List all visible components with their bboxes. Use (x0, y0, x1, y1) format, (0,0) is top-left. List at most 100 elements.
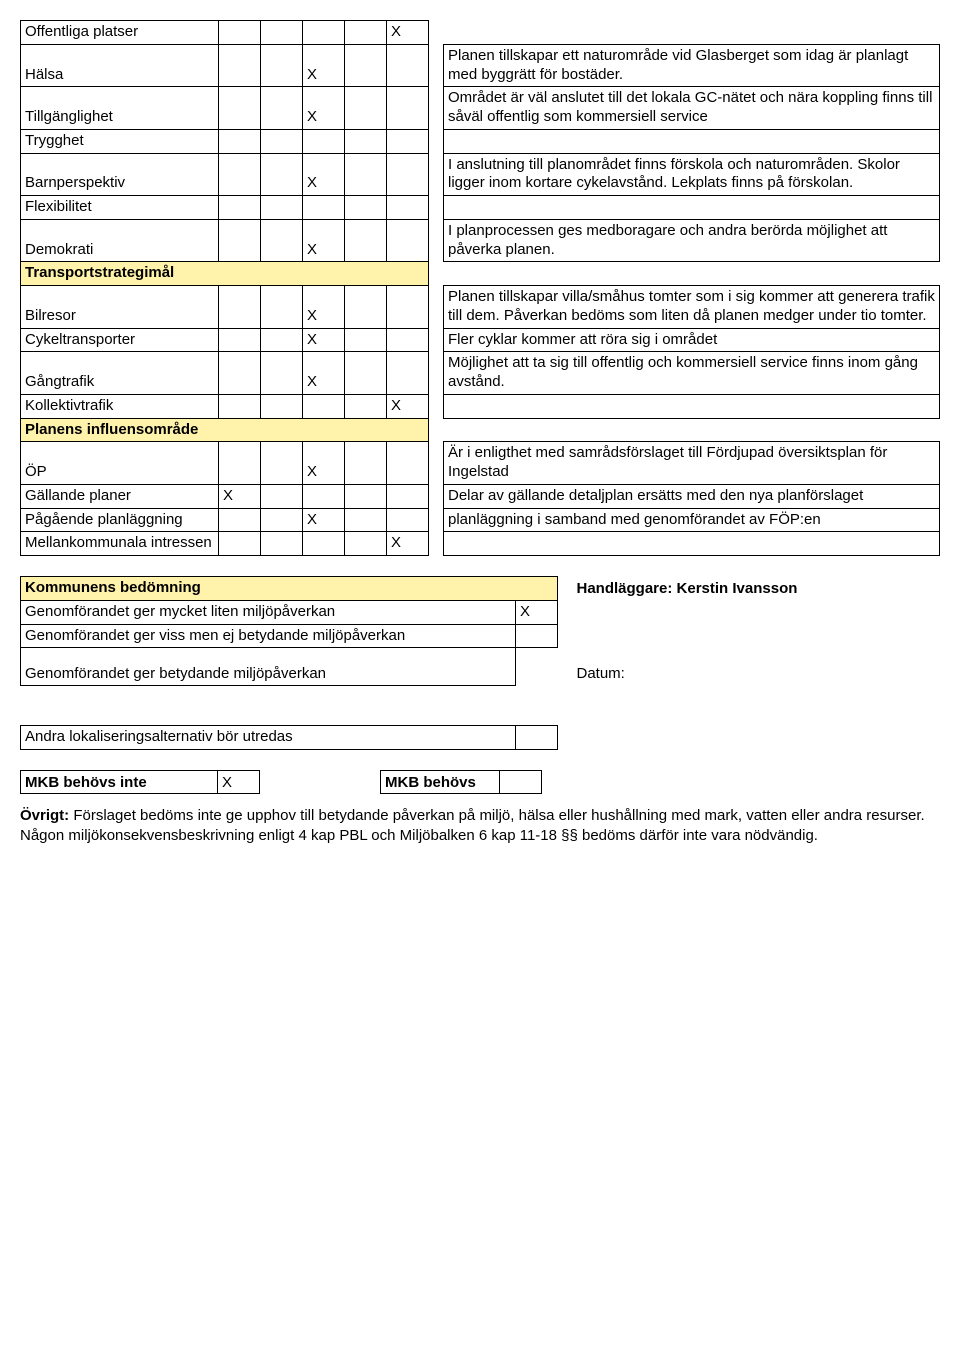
mkb-needed-label: MKB behövs (380, 770, 500, 794)
assessment-row-text: Genomförandet ger betydande miljöpåverka… (21, 648, 516, 686)
mark-cell: X (303, 442, 345, 485)
main-assessment-table: Offentliga platserXHälsaXPlanen tillskap… (20, 20, 940, 556)
mark-cell (219, 286, 261, 329)
mark-cell (345, 21, 387, 45)
mark-cell (387, 196, 429, 220)
mark-cell: X (387, 532, 429, 556)
mark-cell (303, 394, 345, 418)
mark-cell (387, 87, 429, 130)
mark-cell: X (303, 153, 345, 196)
date-label: Datum: (573, 648, 940, 686)
mark-cell (345, 196, 387, 220)
row-label: Gångtrafik (21, 352, 219, 395)
mkb-not-needed-mark: X (218, 770, 260, 794)
mark-cell (219, 196, 261, 220)
mark-cell (261, 44, 303, 87)
mark-cell: X (303, 286, 345, 329)
mark-cell (219, 21, 261, 45)
municipality-assessment-table: Kommunens bedömning Handläggare: Kerstin… (20, 576, 940, 750)
mark-cell (345, 442, 387, 485)
mark-cell (219, 44, 261, 87)
row-comment: planläggning i samband med genomförandet… (444, 508, 940, 532)
assessment-row-mark: X (516, 600, 558, 624)
mark-cell (345, 153, 387, 196)
mark-cell (261, 21, 303, 45)
section-header: Transportstrategimål (21, 262, 429, 286)
mark-cell (261, 394, 303, 418)
row-label: Pågående planläggning (21, 508, 219, 532)
row-comment (444, 394, 940, 418)
mark-cell (345, 352, 387, 395)
mark-cell (219, 219, 261, 262)
mark-cell (261, 328, 303, 352)
mark-cell (219, 532, 261, 556)
row-comment (444, 532, 940, 556)
mark-cell (303, 484, 345, 508)
mark-cell (219, 87, 261, 130)
mark-cell (345, 129, 387, 153)
mark-cell (345, 44, 387, 87)
section-header: Planens influensområde (21, 418, 429, 442)
row-comment (444, 196, 940, 220)
mark-cell: X (303, 44, 345, 87)
mark-cell (261, 129, 303, 153)
row-comment: Planen tillskapar ett naturområde vid Gl… (444, 44, 940, 87)
mark-cell (219, 442, 261, 485)
row-comment: Fler cyklar kommer att röra sig i område… (444, 328, 940, 352)
footer-paragraph: Övrigt: Förslaget bedöms inte ge upphov … (20, 806, 940, 845)
mark-cell (387, 508, 429, 532)
mark-cell (303, 129, 345, 153)
mark-cell (303, 21, 345, 45)
row-comment (444, 21, 940, 45)
mark-cell: X (387, 21, 429, 45)
mark-cell (261, 532, 303, 556)
mark-cell (261, 219, 303, 262)
row-label: ÖP (21, 442, 219, 485)
row-label: Offentliga platser (21, 21, 219, 45)
row-label: Gällande planer (21, 484, 219, 508)
mark-cell: X (303, 328, 345, 352)
row-comment: Planen tillskapar villa/småhus tomter so… (444, 286, 940, 329)
mark-cell (303, 532, 345, 556)
handler-label: Handläggare: Kerstin Ivansson (573, 577, 940, 601)
mark-cell (387, 219, 429, 262)
mark-cell (387, 129, 429, 153)
mark-cell (219, 153, 261, 196)
mkb-not-needed-label: MKB behövs inte (20, 770, 218, 794)
mark-cell (345, 394, 387, 418)
mark-cell: X (303, 219, 345, 262)
mark-cell (261, 196, 303, 220)
assessment-row-mark (516, 624, 558, 648)
mark-cell (387, 44, 429, 87)
mark-cell (345, 286, 387, 329)
mark-cell (261, 508, 303, 532)
mark-cell (387, 352, 429, 395)
mark-cell: X (387, 394, 429, 418)
row-label: Tillgänglighet (21, 87, 219, 130)
assessment-footer-row: Andra lokaliseringsalternativ bör utreda… (21, 726, 516, 750)
mark-cell (387, 484, 429, 508)
row-label: Cykeltransporter (21, 328, 219, 352)
mark-cell (219, 328, 261, 352)
footer-body: Förslaget bedöms inte ge upphov till bet… (20, 807, 925, 844)
assessment-header: Kommunens bedömning (21, 577, 558, 601)
row-comment (444, 129, 940, 153)
mark-cell (345, 532, 387, 556)
mark-cell (261, 352, 303, 395)
row-label: Demokrati (21, 219, 219, 262)
mark-cell (387, 153, 429, 196)
row-label: Flexibilitet (21, 196, 219, 220)
assessment-row-text: Genomförandet ger mycket liten miljöpåve… (21, 600, 516, 624)
row-label: Mellankommunala intressen (21, 532, 219, 556)
mkb-needed-mark (500, 770, 542, 794)
mark-cell (345, 508, 387, 532)
mkb-row: MKB behövs inte X MKB behövs (20, 770, 940, 794)
mark-cell (387, 442, 429, 485)
mark-cell (345, 484, 387, 508)
mark-cell (345, 219, 387, 262)
mark-cell: X (303, 87, 345, 130)
mark-cell: X (303, 508, 345, 532)
row-comment: I anslutning till planområdet finns förs… (444, 153, 940, 196)
row-comment: I planprocessen ges medboragare och andr… (444, 219, 940, 262)
mark-cell (345, 328, 387, 352)
